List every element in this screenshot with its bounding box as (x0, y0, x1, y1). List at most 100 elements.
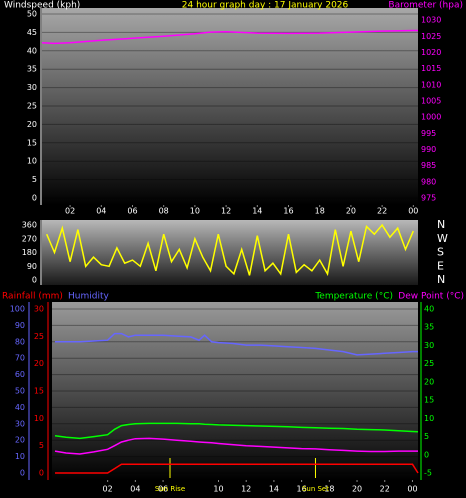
plot-area (42, 220, 418, 285)
y-tick-label: -5 (424, 469, 432, 478)
y-tick-label: 975 (421, 194, 436, 203)
x-tick-label: 18 (315, 207, 325, 216)
y-tick-label: 995 (421, 129, 436, 138)
y-tick-label: 35 (27, 65, 37, 74)
x-tick-label: 10 (213, 485, 223, 494)
x-tick-label: 20 (352, 485, 362, 494)
y-tick-label: 40 (27, 46, 37, 55)
legend-label: Humidity (68, 292, 109, 302)
y-tick-label: 30 (34, 305, 44, 314)
y-tick-label: 90 (15, 321, 25, 330)
y-tick-label: 0 (20, 469, 25, 478)
y-tick-label: 1005 (421, 96, 441, 105)
series-line (55, 332, 418, 356)
x-tick-label: 04 (130, 485, 140, 494)
y-tick-label: 360 (22, 221, 37, 230)
y-tick-label: 50 (15, 387, 25, 396)
x-tick-label: 02 (103, 485, 113, 494)
series-line (54, 422, 419, 440)
y-tick-label: 40 (15, 403, 25, 412)
x-tick-label: 08 (159, 207, 169, 216)
x-tick-label: 12 (221, 207, 231, 216)
y-tick-label: 100 (10, 305, 25, 314)
series-line (55, 463, 419, 474)
y-tick-label: 990 (421, 145, 436, 154)
y-tick-label: 70 (15, 354, 25, 363)
y-tick-label: 20 (15, 436, 25, 445)
x-tick-label: 10 (190, 207, 200, 216)
y-tick-label: 25 (424, 359, 434, 368)
y-tick-label: 0 (32, 194, 37, 203)
y-tick-label: 20 (27, 120, 37, 129)
y-tick-label: 15 (424, 396, 434, 405)
y-tick-label: 90 (27, 262, 37, 271)
y-tick-label: 180 (22, 248, 37, 257)
x-tick-label: 00 (407, 485, 417, 494)
y-tick-label: 10 (27, 157, 37, 166)
y-tick-label: 30 (27, 83, 37, 92)
y-tick-label: S (437, 246, 444, 259)
axis-title: Windspeed (kph) (4, 1, 80, 11)
y-tick-label: 45 (27, 28, 37, 37)
y-tick-label: 980 (421, 177, 436, 186)
y-tick-label: 5 (39, 441, 44, 450)
y-tick-label: 1020 (421, 48, 441, 57)
y-tick-label: 10 (15, 452, 25, 461)
y-tick-label: 5 (424, 432, 429, 441)
y-tick-label: 30 (424, 341, 434, 350)
series-line (54, 437, 418, 455)
y-tick-label: 15 (34, 387, 44, 396)
x-tick-label: 16 (297, 485, 307, 494)
series-line (41, 29, 418, 45)
x-tick-label: 12 (241, 485, 251, 494)
y-tick-label: 10 (34, 414, 44, 423)
y-tick-label: 40 (424, 305, 434, 314)
y-tick-label: 10 (424, 414, 434, 423)
axis-title: Barometer (hpa) (388, 1, 463, 11)
y-tick-label: 20 (34, 359, 44, 368)
x-tick-label: 14 (252, 207, 262, 216)
y-tick-label: 1030 (421, 16, 441, 25)
y-tick-label: 1015 (421, 64, 441, 73)
x-tick-label: 00 (408, 207, 418, 216)
y-tick-label: N (437, 273, 445, 286)
chart-title: 24 hour graph day : 17 January 2026 (182, 1, 349, 11)
y-tick-label: N (437, 218, 445, 231)
event-label: Sun Set (302, 485, 329, 493)
y-tick-label: 0 (32, 276, 37, 285)
x-tick-label: 18 (324, 485, 334, 494)
x-tick-label: 06 (127, 207, 137, 216)
x-tick-label: 04 (96, 207, 106, 216)
plot-area (52, 302, 418, 480)
plot-area (42, 8, 418, 205)
x-tick-label: 02 (65, 207, 75, 216)
y-tick-label: 15 (27, 138, 37, 147)
y-tick-label: 270 (22, 234, 37, 243)
y-tick-label: 50 (27, 10, 37, 19)
y-tick-label: 1025 (421, 32, 441, 41)
series-line (46, 223, 414, 277)
y-tick-label: 25 (34, 332, 44, 341)
y-tick-label: 80 (15, 337, 25, 346)
y-tick-label: 1000 (421, 113, 441, 122)
y-tick-label: 30 (15, 419, 25, 428)
x-tick-label: 16 (283, 207, 293, 216)
y-tick-label: 985 (421, 161, 436, 170)
y-tick-label: 5 (32, 175, 37, 184)
y-tick-label: 25 (27, 102, 37, 111)
legend-label: Temperature (°C) (314, 292, 393, 302)
x-tick-label: 14 (269, 485, 279, 494)
y-tick-label: 0 (39, 469, 44, 478)
y-tick-label: E (437, 259, 444, 272)
y-tick-label: W (437, 232, 448, 245)
y-tick-label: 60 (15, 370, 25, 379)
legend-label: Rainfall (mm) (2, 292, 63, 302)
y-tick-label: 20 (424, 377, 434, 386)
x-tick-label: 22 (380, 485, 390, 494)
y-tick-label: 35 (424, 323, 434, 332)
y-tick-label: 1010 (421, 80, 441, 89)
x-tick-label: 20 (346, 207, 356, 216)
event-label: Sun Rise (155, 485, 185, 493)
